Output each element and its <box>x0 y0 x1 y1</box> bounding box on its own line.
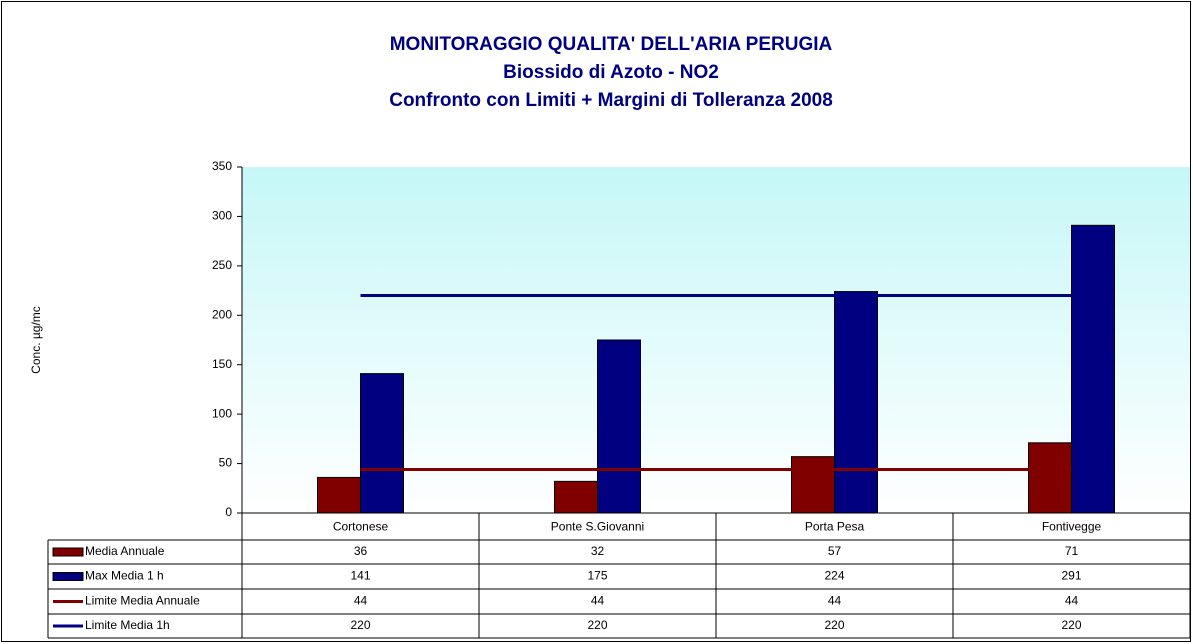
legend-label: Max Media 1 h <box>85 569 164 583</box>
y-tick-label: 200 <box>212 307 232 321</box>
bar <box>1028 442 1072 514</box>
bar <box>791 456 835 514</box>
legend-key <box>52 547 84 557</box>
y-tick-label: 350 <box>212 159 232 173</box>
data-table-value: 224 <box>824 569 844 583</box>
bar <box>360 373 404 514</box>
data-table-value: 44 <box>828 594 842 608</box>
data-table-value: 44 <box>1065 594 1079 608</box>
bar <box>317 476 361 514</box>
data-table-value: 57 <box>828 544 842 558</box>
data-table-value: 291 <box>1061 569 1081 583</box>
data-table-value: 44 <box>354 594 368 608</box>
x-tick-label: Ponte S.Giovanni <box>551 520 644 534</box>
chart-title: MONITORAGGIO QUALITA' DELL'ARIA PERUGIA <box>390 34 833 55</box>
bar <box>834 291 878 514</box>
y-tick-label: 300 <box>212 209 232 223</box>
chart-subtitle: Confronto con Limiti + Margini di Toller… <box>389 90 833 111</box>
data-table-value: 141 <box>350 569 370 583</box>
legend-label: Limite Media Annuale <box>85 594 200 608</box>
y-tick-label: 50 <box>219 456 233 470</box>
bar <box>1071 224 1115 514</box>
data-table-value: 32 <box>591 544 605 558</box>
data-table-value: 220 <box>350 618 370 632</box>
y-tick-label: 0 <box>225 505 232 519</box>
y-tick-label: 250 <box>212 258 232 272</box>
data-table-value: 36 <box>354 544 368 558</box>
y-tick-label: 150 <box>212 357 232 371</box>
data-table-value: 71 <box>1065 544 1079 558</box>
y-tick-label: 100 <box>212 406 232 420</box>
data-table-value: 220 <box>587 618 607 632</box>
x-tick-label: Cortonese <box>333 520 389 534</box>
y-axis-label: Conc. µg/mc <box>29 306 43 374</box>
data-table-value: 220 <box>824 618 844 632</box>
x-tick-label: Porta Pesa <box>805 520 865 534</box>
legend-key <box>52 572 84 581</box>
legend-label: Limite Media 1h <box>85 618 170 632</box>
data-table-value: 44 <box>591 594 605 608</box>
data-table-value: 175 <box>587 569 607 583</box>
bar <box>597 339 641 514</box>
data-table-value: 220 <box>1061 618 1081 632</box>
bar <box>554 480 598 514</box>
legend-label: Media Annuale <box>85 544 165 558</box>
chart-subtitle: Biossido di Azoto - NO2 <box>503 62 719 83</box>
x-tick-label: Fontivegge <box>1042 520 1102 534</box>
